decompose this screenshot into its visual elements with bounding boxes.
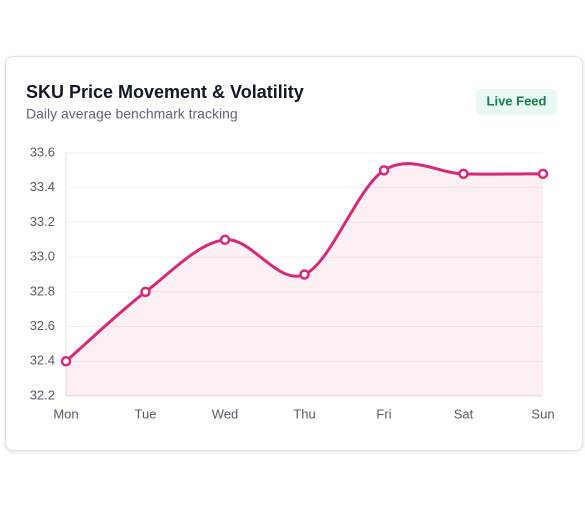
area [66, 163, 543, 396]
y-tick-label: 32.8 [30, 283, 55, 298]
x-tick-label: Mon [53, 406, 78, 421]
y-tick-label: 32.2 [30, 387, 55, 402]
point [537, 168, 549, 180]
point [60, 356, 72, 367]
x-tick-label: Tue [135, 406, 157, 421]
badge [476, 89, 557, 115]
point [378, 165, 390, 176]
y-tick-label: 33.2 [30, 214, 55, 229]
point [140, 286, 151, 298]
x-tick-label: Wed [212, 406, 239, 421]
badge-label: Live Feed [487, 93, 547, 108]
y-tick-label: 33.6 [30, 144, 55, 159]
x-tick-label: Fri [376, 406, 391, 421]
y-tick-label: 33.4 [30, 179, 55, 194]
chart-subtitle: Daily average benchmark tracking [26, 106, 238, 122]
chart-card [5, 56, 583, 451]
y-tick-label: 32.4 [30, 353, 55, 368]
chart-title: SKU Price Movement & Volatility [26, 82, 304, 102]
x-tick-label: Thu [293, 406, 315, 421]
x-tick-label: Sat [454, 406, 474, 421]
point [458, 168, 469, 180]
point [219, 234, 231, 246]
y-tick-label: 33.0 [30, 249, 55, 264]
point [299, 269, 310, 280]
x-tick-label: Sun [531, 406, 554, 421]
y-tick-label: 32.6 [30, 318, 55, 333]
